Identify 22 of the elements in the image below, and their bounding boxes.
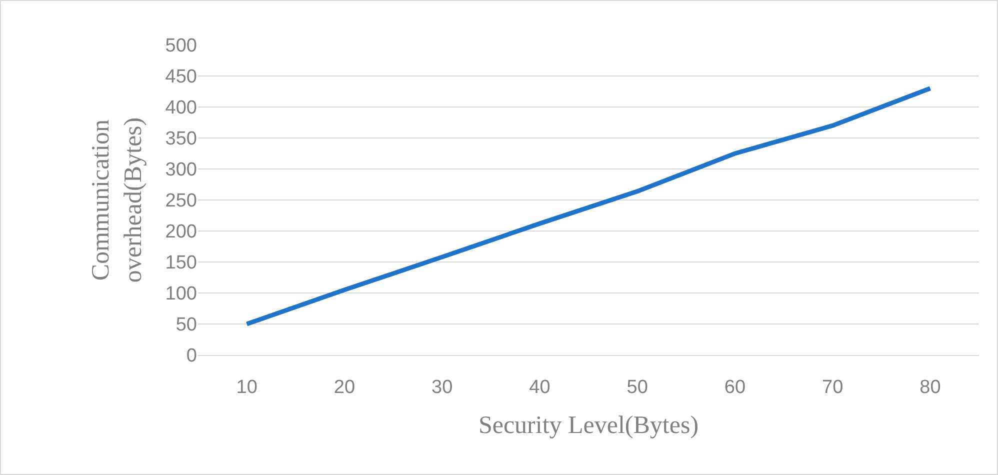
y-tick-label: 400	[165, 98, 197, 119]
x-axis-title: Security Level(Bytes)	[478, 412, 699, 439]
x-tick-label: 20	[334, 376, 356, 398]
x-tick-label: 40	[529, 376, 550, 398]
y-tick-label: 300	[165, 160, 197, 181]
y-tick-label: 450	[165, 66, 197, 88]
line-series	[244, 86, 932, 326]
y-tick-label: 0	[186, 346, 197, 367]
x-tick-label: 60	[724, 376, 746, 398]
y-tick-label: 100	[165, 284, 197, 305]
y-tick-label: 200	[165, 222, 197, 243]
x-tick-label: 30	[431, 376, 453, 398]
x-tick-label: 80	[920, 376, 941, 398]
y-axis-title: Communication overhead(Bytes)	[88, 117, 148, 283]
x-tick-label: 50	[626, 376, 648, 398]
x-tick-label: 70	[822, 376, 844, 398]
y-tick-label: 350	[165, 128, 197, 150]
y-tick-label: 500	[165, 36, 197, 57]
y-tick-label: 250	[165, 190, 197, 212]
y-tick-label: 50	[176, 314, 197, 336]
y-tick-label: 150	[165, 252, 197, 274]
x-tick-label: 10	[236, 376, 258, 398]
